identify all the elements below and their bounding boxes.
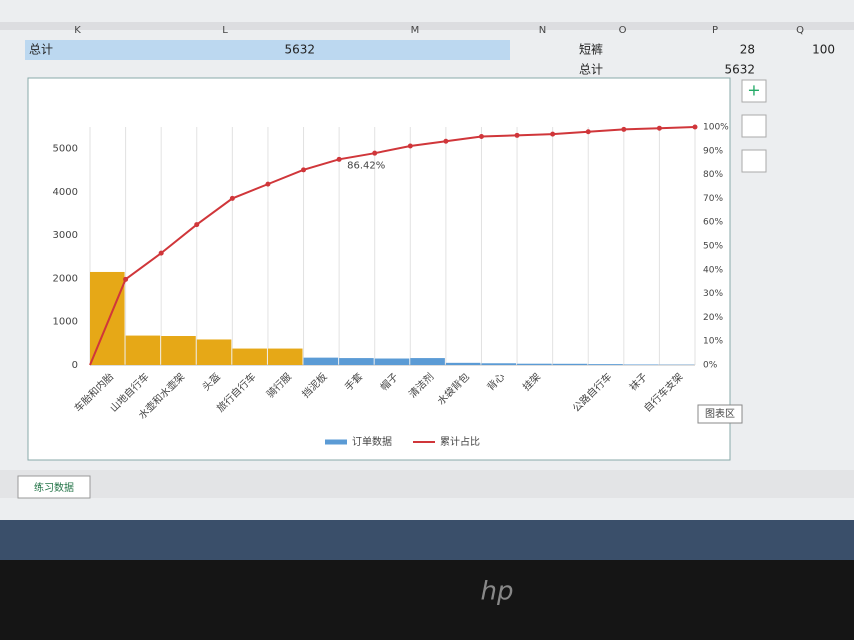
- y-tick-label: 2000: [53, 273, 78, 284]
- tooltip: 图表区: [705, 407, 735, 420]
- plus-icon: +: [747, 81, 760, 100]
- y-tick-label: 4000: [53, 187, 78, 198]
- line-point: [657, 126, 662, 131]
- col-header-bar: [0, 22, 854, 30]
- cell: 短裤: [579, 43, 603, 57]
- bar: [517, 364, 552, 365]
- line-point: [372, 151, 377, 156]
- col-header: K: [74, 25, 81, 36]
- line-point: [408, 144, 413, 149]
- line-point: [586, 129, 591, 134]
- bar: [375, 359, 410, 365]
- line-point: [265, 182, 270, 187]
- line-point: [194, 222, 199, 227]
- filter-btn[interactable]: [742, 150, 766, 172]
- style-btn[interactable]: [742, 115, 766, 137]
- bezel: [0, 560, 854, 640]
- cell: 5632: [284, 43, 315, 57]
- legend-label: 累计占比: [440, 435, 480, 448]
- y2-tick-label: 40%: [703, 265, 723, 275]
- taskbar: [0, 520, 854, 560]
- y2-tick-label: 80%: [703, 170, 723, 180]
- bar: [588, 364, 623, 365]
- y2-tick-label: 100%: [703, 123, 729, 133]
- selected-row: [25, 40, 510, 60]
- bar: [446, 363, 481, 365]
- y-tick-label: 0: [72, 360, 78, 371]
- logo: hp: [481, 577, 514, 607]
- col-header: Q: [796, 25, 804, 36]
- y2-tick-label: 70%: [703, 194, 723, 204]
- y2-tick-label: 20%: [703, 313, 723, 323]
- bar: [339, 358, 374, 365]
- tab-label: 练习数据: [34, 481, 74, 494]
- chart-area[interactable]: [28, 78, 730, 460]
- cell: 总计: [579, 63, 603, 77]
- bar: [197, 339, 232, 365]
- line-point: [443, 139, 448, 144]
- data-label: 86.42%: [347, 160, 385, 171]
- line-point: [337, 157, 342, 162]
- line-point: [479, 134, 484, 139]
- line-point: [301, 167, 306, 172]
- cell: 28: [740, 43, 755, 57]
- bar: [410, 358, 445, 365]
- y2-tick-label: 60%: [703, 218, 723, 228]
- y2-tick-label: 30%: [703, 289, 723, 299]
- bar: [624, 364, 659, 365]
- legend-label: 订单数据: [352, 435, 392, 448]
- col-header: O: [619, 25, 627, 36]
- cell: 100: [812, 43, 835, 57]
- bar: [268, 349, 303, 365]
- cell: 总计: [29, 43, 53, 57]
- line-point: [159, 251, 164, 256]
- y2-tick-label: 50%: [703, 242, 723, 252]
- cell: 5632: [724, 63, 755, 77]
- col-header: L: [222, 25, 228, 36]
- bar: [126, 336, 161, 365]
- line-point: [230, 196, 235, 201]
- y2-tick-label: 0%: [703, 361, 718, 371]
- y-tick-label: 1000: [53, 317, 78, 328]
- bar: [481, 363, 516, 365]
- y2-tick-label: 90%: [703, 146, 723, 156]
- y-tick-label: 3000: [53, 230, 78, 241]
- col-header: P: [712, 25, 718, 36]
- line-point: [123, 277, 128, 282]
- line-point: [693, 125, 698, 130]
- bar: [304, 358, 339, 365]
- bar: [553, 364, 588, 365]
- line-point: [550, 132, 555, 137]
- line-point: [621, 127, 626, 132]
- bar: [161, 336, 196, 365]
- col-header: N: [539, 25, 546, 36]
- tab-bar: [0, 470, 854, 498]
- y-tick-label: 5000: [53, 144, 78, 155]
- y2-tick-label: 10%: [703, 337, 723, 347]
- col-header: M: [411, 25, 420, 36]
- line-point: [515, 133, 520, 138]
- bar: [232, 349, 267, 365]
